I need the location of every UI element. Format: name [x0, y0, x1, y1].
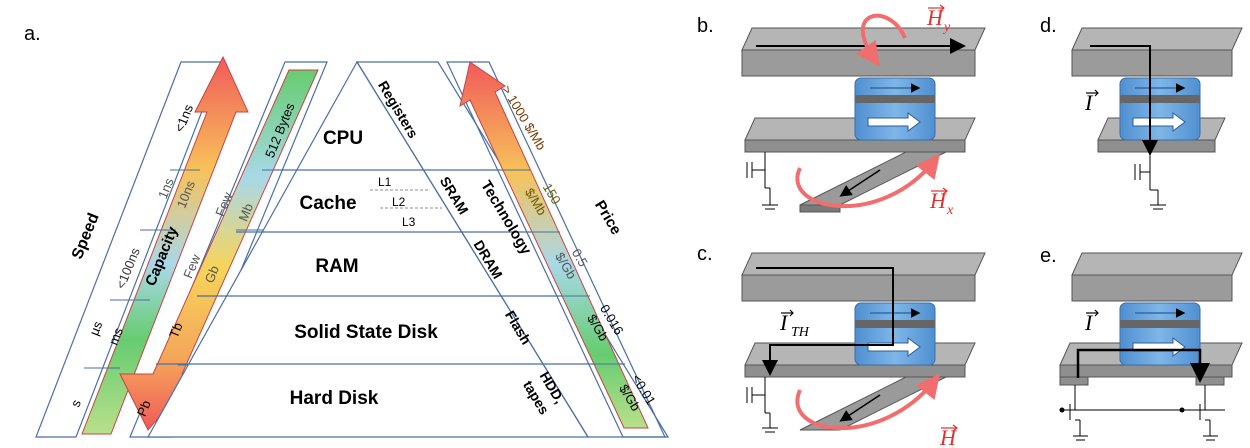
sot-device-c: [741, 252, 986, 433]
current-ith-label: I: [779, 310, 789, 335]
level-hdd: Hard Disk: [290, 388, 379, 409]
sot-device-e: [1059, 252, 1243, 441]
mtj-pillar-c: [854, 302, 936, 366]
cache-l1: L1: [378, 175, 392, 189]
panel-label-b: b.: [697, 15, 714, 37]
field-hx-label: H: [929, 188, 947, 213]
panel-label-e: e.: [1040, 245, 1057, 267]
speed-header: Speed: [69, 211, 103, 262]
speed-value-3: <100ns: [113, 245, 143, 291]
field-h-label: H: [939, 425, 957, 448]
cache-sublevel-lines: [370, 189, 442, 209]
current-ith-sub: TH: [791, 325, 810, 340]
speed-value-4: µs: [86, 319, 105, 338]
speed-value-1: 1ns: [155, 175, 177, 201]
speed-band: [35, 61, 222, 438]
field-hy-label: H: [926, 5, 944, 30]
vector-overarrows: [928, 4, 958, 432]
cache-l3: L3: [402, 215, 416, 229]
field-hy-sub: y: [942, 20, 951, 35]
speed-value-0: <1ns: [172, 102, 197, 135]
capacity-value-6: Pb: [134, 398, 154, 418]
mtj-pillar-d: [1119, 77, 1201, 141]
capacity-value-4: Gb: [202, 263, 222, 285]
speed-value-6: s: [68, 397, 85, 409]
level-cpu: CPU: [323, 128, 363, 149]
current-path-d: [1090, 45, 1158, 156]
price-band-dividers: [497, 169, 622, 365]
transverse-line-b: [799, 149, 951, 206]
mtj-pillar-b: [854, 77, 936, 141]
panel-label-d: d.: [1040, 15, 1057, 37]
price-band: [446, 61, 666, 438]
pyramid-dividers: [156, 169, 625, 365]
current-path-c: [756, 267, 894, 376]
price-header: Price: [591, 198, 624, 238]
level-ssd: Solid State Disk: [294, 322, 438, 343]
mtj-pillar-e: [1119, 302, 1201, 366]
capacity-value-5: Tb: [166, 320, 186, 340]
vector-overarrows-black: [781, 89, 1099, 317]
field-hx-sub: x: [946, 203, 954, 218]
cache-l2: L2: [392, 195, 406, 209]
speed-value-5: ms: [106, 325, 127, 347]
sot-device-b: [741, 13, 986, 213]
top-electrode-e: [1071, 252, 1243, 276]
technology-band: [355, 61, 670, 438]
level-cache: Cache: [299, 193, 356, 214]
field-arrow-hy: [855, 13, 907, 67]
field-arrow-h-c: [795, 373, 940, 431]
current-i-label-d: I: [1084, 90, 1094, 115]
capacity-value-2: Mb: [235, 201, 256, 223]
speed-band-dividers: [84, 169, 200, 369]
panel-label-a: a.: [24, 23, 41, 45]
speed-arrow: [81, 55, 249, 435]
current-path-e: [1076, 348, 1210, 383]
current-i-label-e: I: [1084, 310, 1094, 335]
field-arrow-hx: [795, 153, 940, 208]
panel-label-c: c.: [697, 243, 713, 265]
price-arrow: [459, 61, 649, 429]
stt-device-d: [1071, 27, 1243, 210]
top-electrode-c: [741, 252, 986, 276]
level-ram: RAM: [315, 256, 358, 277]
